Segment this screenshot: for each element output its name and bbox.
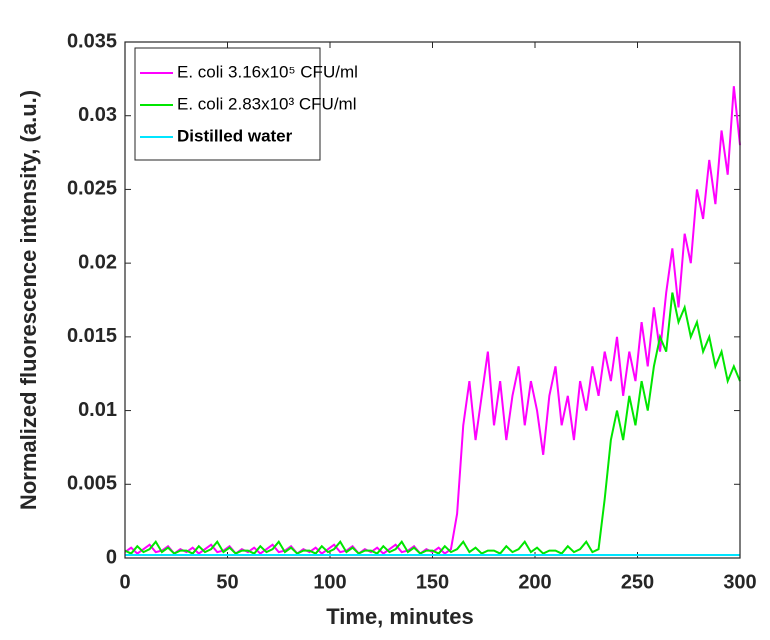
y-tick-label: 0 (106, 546, 117, 568)
y-tick-label: 0.005 (67, 473, 117, 495)
x-axis-label: Time, minutes (326, 604, 474, 629)
series-line (124, 86, 741, 555)
y-axis-label: Normalized fluorescence intensity, (a.u.… (16, 90, 41, 510)
legend-label: E. coli 2.83x10³ CFU/ml (177, 94, 357, 113)
x-tick-label: 50 (216, 571, 238, 593)
x-tick-label: 300 (723, 571, 756, 593)
y-tick-label: 0.01 (78, 399, 117, 421)
x-tick-label: 0 (119, 571, 130, 593)
y-tick-label: 0.02 (78, 251, 117, 273)
y-tick-label: 0.03 (78, 104, 117, 126)
plot-frame (124, 41, 741, 559)
x-tick-label: 150 (416, 571, 449, 593)
legend-label: Distilled water (177, 126, 293, 145)
y-tick-label: 0.025 (67, 178, 117, 200)
x-tick-label: 100 (313, 571, 346, 593)
series-line (124, 292, 741, 555)
y-tick-label: 0.035 (67, 30, 117, 52)
legend-label: E. coli 3.16x10⁵ CFU/ml (177, 62, 358, 81)
x-tick-label: 250 (621, 571, 654, 593)
y-tick-label: 0.015 (67, 325, 117, 347)
x-tick-label: 200 (518, 571, 551, 593)
